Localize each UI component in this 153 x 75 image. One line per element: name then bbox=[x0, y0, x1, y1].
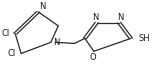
Text: N: N bbox=[92, 13, 99, 22]
Text: Cl: Cl bbox=[1, 29, 10, 38]
Text: N: N bbox=[117, 13, 124, 22]
Text: SH: SH bbox=[138, 34, 150, 43]
Text: O: O bbox=[89, 53, 96, 62]
Text: N: N bbox=[39, 2, 45, 11]
Text: N: N bbox=[53, 38, 59, 47]
Text: Cl: Cl bbox=[7, 49, 16, 58]
